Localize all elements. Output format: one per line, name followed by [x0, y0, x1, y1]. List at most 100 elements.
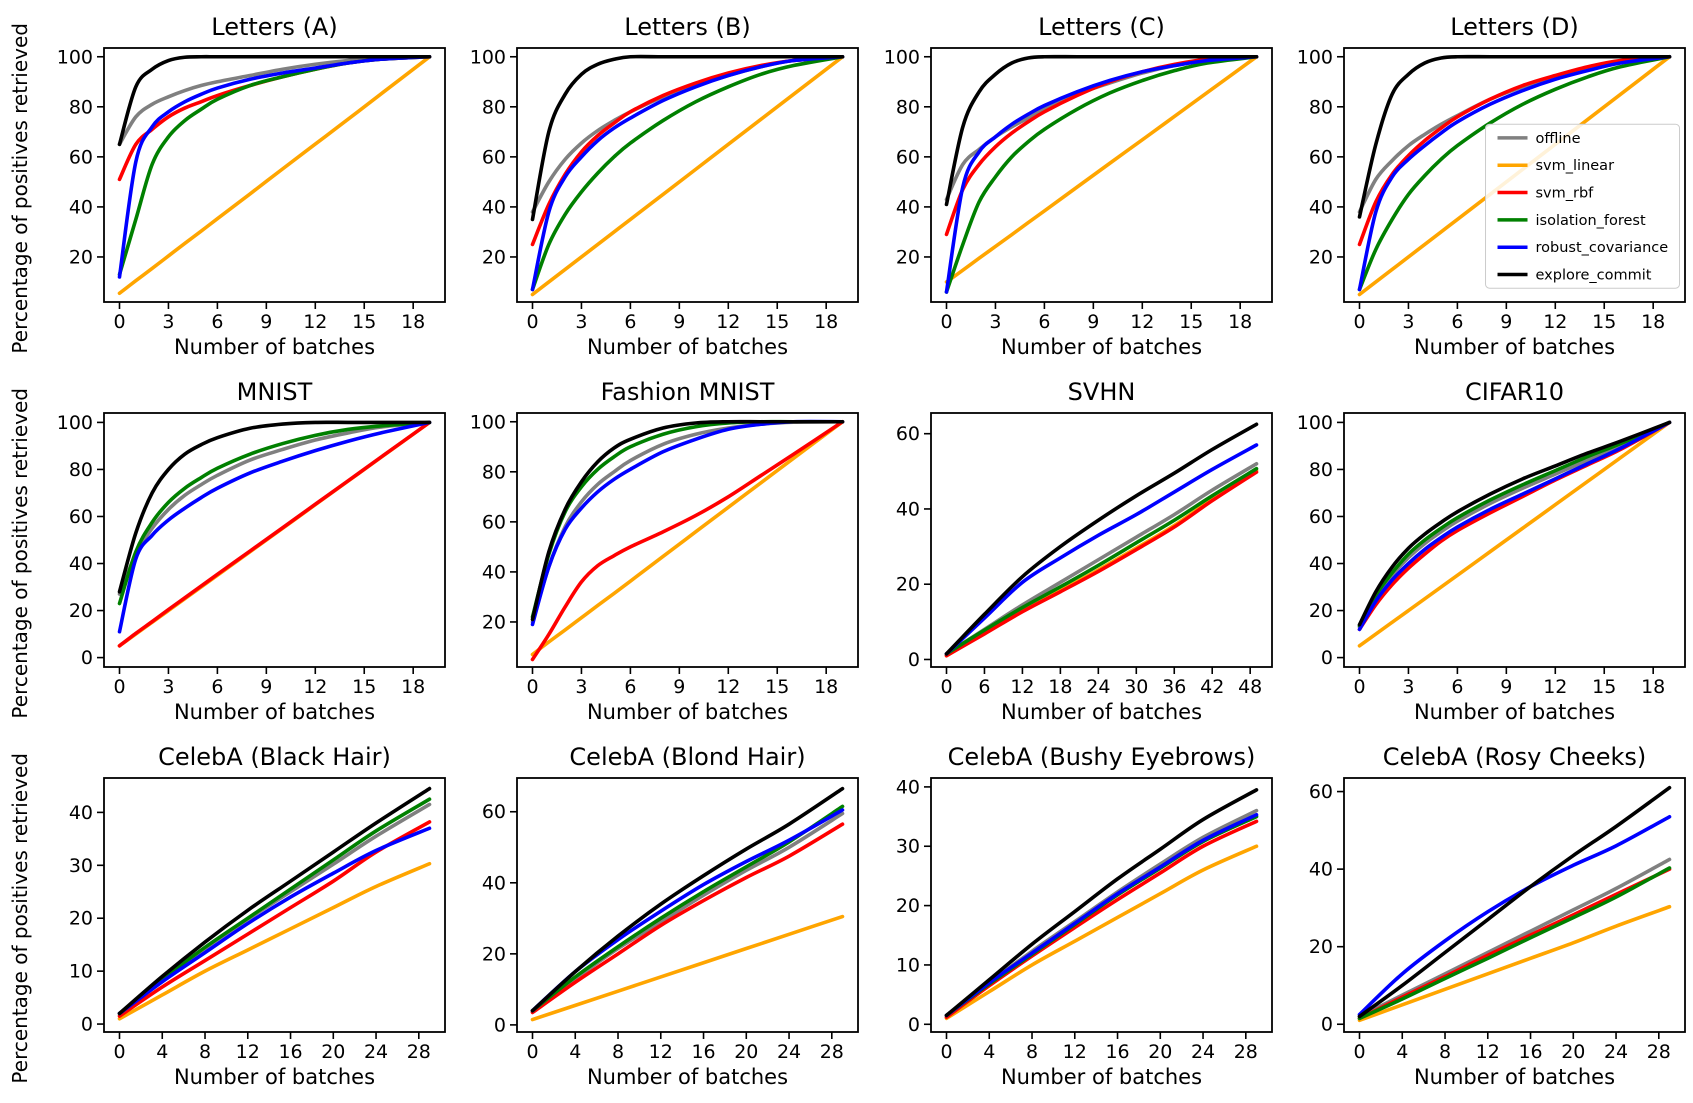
y-tick-label: 40	[1309, 553, 1333, 575]
series-line-isolation-forest	[944, 814, 1258, 1018]
x-tick-label: 20	[1148, 1041, 1172, 1063]
series-line-isolation-forest	[117, 54, 432, 277]
series-line-svm-rbf	[531, 822, 845, 1015]
chart-title: SVHN	[1067, 378, 1135, 406]
x-tick-label: 8	[1439, 1041, 1451, 1063]
x-tick-label: 42	[1200, 676, 1224, 698]
chart-letters-b: Letters (B) 0 3 6 9 12 15 18 20 40 60 80 100 Number o…	[470, 13, 860, 359]
figure-row-1: Percentage of positives retrieved Letter…	[0, 6, 1693, 371]
series-line-explore-commit	[944, 54, 1258, 207]
x-tick-label: 16	[1105, 1041, 1129, 1063]
series-line-explore-commit	[117, 420, 432, 594]
chart-celeba-black-hair: CelebA (Black Hair) 0 4 8 12 16 20 24 28 0 10 20 30 4…	[69, 743, 447, 1089]
x-axis-label: Number of batches	[174, 700, 375, 724]
x-tick-label: 4	[156, 1041, 168, 1063]
x-tick-label: 6	[625, 676, 637, 698]
y-tick-label: 20	[895, 246, 919, 268]
chart-title: Letters (A)	[211, 13, 337, 41]
legend-label: explore_commit	[1535, 268, 1651, 284]
legend-label: isolation_forest	[1535, 213, 1645, 229]
plot-area	[944, 54, 1258, 294]
series-line-svm-linear	[944, 54, 1258, 284]
x-tick-label: 0	[940, 1041, 952, 1063]
axes-box	[1342, 412, 1686, 668]
x-tick-label: 18	[401, 311, 425, 333]
y-tick-label: 60	[69, 146, 93, 168]
plot-area	[117, 54, 432, 296]
series-line-svm-linear	[1357, 420, 1672, 648]
x-tick-label: 0	[940, 676, 952, 698]
series-line-robust-covariance	[1357, 420, 1672, 632]
y-tick-label: 60	[482, 511, 506, 533]
chart-letters-a: Letters (A) 0 3 6 9 12 15 18 20 40 60 80 100 Number o…	[57, 13, 447, 359]
legend: offline svm_linear svm_rbf isolation_forest…	[1484, 123, 1680, 289]
x-tick-label: 0	[114, 311, 126, 333]
x-tick-label: 28	[407, 1041, 431, 1063]
chart-title: CelebA (Blond Hair)	[570, 743, 806, 771]
y-tick-label: 80	[69, 96, 93, 118]
y-tick-label: 40	[482, 872, 506, 894]
series-line-svm-rbf	[531, 54, 845, 247]
chart-title: MNIST	[237, 378, 313, 406]
x-tick-label: 12	[1543, 676, 1567, 698]
x-tick-label: 4	[983, 1041, 995, 1063]
x-tick-label: 0	[1353, 1041, 1365, 1063]
series-line-explore-commit	[117, 54, 432, 147]
series-line-svm-rbf	[117, 420, 432, 648]
y-tick-label: 40	[895, 776, 919, 798]
axes-box	[103, 47, 447, 303]
y-axis-label: Percentage of positives retrieved	[8, 753, 32, 1084]
plot-area	[944, 788, 1258, 1021]
y-tick-label: 0	[1321, 1014, 1333, 1036]
x-tick-label: 3	[163, 311, 175, 333]
series-line-explore-commit	[1357, 785, 1672, 1019]
series-line-isolation-forest	[944, 466, 1258, 656]
x-axis-label: Number of batches	[587, 700, 788, 724]
plot-area	[1357, 420, 1672, 648]
x-tick-label: 24	[1086, 676, 1110, 698]
chart-cell: CelebA (Black Hair) 0 4 8 12 16 20 24 28 0 10 20 30 4…	[40, 736, 453, 1101]
x-tick-label: 24	[364, 1041, 388, 1063]
y-tick-label: 20	[482, 611, 506, 633]
series-line-offline	[1357, 420, 1672, 629]
series-line-explore-commit	[531, 786, 845, 1013]
x-axis-label: Number of batches	[587, 335, 788, 359]
x-tick-label: 24	[777, 1041, 801, 1063]
y-tick-label: 60	[482, 801, 506, 823]
x-tick-label: 15	[1592, 676, 1616, 698]
series-line-svm-rbf	[944, 470, 1258, 658]
series-line-robust-covariance	[1357, 814, 1672, 1017]
x-tick-label: 12	[303, 676, 327, 698]
legend-item-offline: offline	[1497, 131, 1580, 147]
x-tick-label: 16	[279, 1041, 303, 1063]
y-tick-label: 80	[1309, 96, 1333, 118]
plot-area	[117, 786, 432, 1021]
x-tick-label: 18	[1048, 676, 1072, 698]
chart-cell: Letters (B) 0 3 6 9 12 15 18 20 40 60 80 100 Number o…	[453, 6, 866, 371]
plot-area	[531, 786, 845, 1022]
y-tick-label: 40	[482, 196, 506, 218]
y-tick-label: 0	[908, 1014, 920, 1036]
figure-row-2: Percentage of positives retrieved MNIST 0…	[0, 371, 1693, 736]
x-axis-label: Number of batches	[1414, 1065, 1615, 1089]
y-tick-label: 40	[895, 196, 919, 218]
y-tick-label: 100	[1297, 412, 1333, 434]
x-tick-label: 18	[1228, 311, 1252, 333]
x-tick-label: 28	[1233, 1041, 1257, 1063]
y-axis-label: Percentage of positives retrieved	[8, 23, 32, 354]
x-tick-label: 20	[735, 1041, 759, 1063]
x-tick-label: 12	[1476, 1041, 1500, 1063]
y-tick-label: 20	[1309, 246, 1333, 268]
x-tick-label: 9	[674, 311, 686, 333]
y-tick-label: 100	[57, 412, 93, 434]
series-line-robust-covariance	[944, 54, 1258, 294]
y-axis-label-cell: Percentage of positives retrieved	[0, 736, 40, 1101]
legend-label: svm_rbf	[1535, 186, 1594, 202]
x-tick-label: 9	[260, 311, 272, 333]
x-tick-label: 3	[1402, 676, 1414, 698]
axes-box	[1342, 47, 1686, 303]
chart-title: CelebA (Black Hair)	[158, 743, 391, 771]
x-tick-label: 0	[1353, 676, 1365, 698]
chart-cell: CelebA (Bushy Eyebrows) 0 4 8 12 16 20 24 28 0 10 2…	[867, 736, 1280, 1101]
y-tick-label: 40	[1309, 859, 1333, 881]
